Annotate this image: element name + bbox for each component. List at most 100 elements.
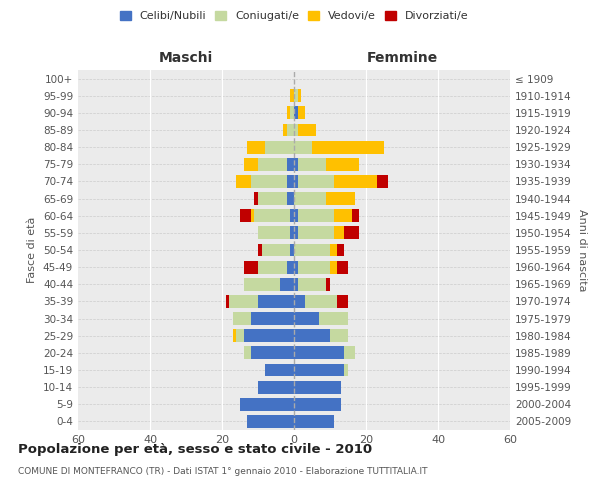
Bar (326, 192, 355, 205)
Bar (337, 244, 344, 256)
Bar (294, 192, 326, 205)
Bar (377, 175, 388, 188)
Bar (240, 210, 251, 222)
Bar (294, 226, 298, 239)
Bar (294, 330, 330, 342)
Bar (265, 140, 294, 153)
Bar (244, 278, 280, 290)
Bar (287, 106, 290, 120)
Bar (344, 364, 348, 376)
Bar (344, 226, 359, 239)
Bar (326, 278, 330, 290)
Bar (258, 380, 294, 394)
Text: COMUNE DI MONTEFRANCO (TR) - Dati ISTAT 1° gennaio 2010 - Elaborazione TUTTITALI: COMUNE DI MONTEFRANCO (TR) - Dati ISTAT … (18, 468, 427, 476)
Bar (294, 175, 298, 188)
Bar (294, 244, 330, 256)
Bar (254, 210, 290, 222)
Bar (294, 312, 319, 325)
Bar (247, 415, 294, 428)
Bar (244, 330, 294, 342)
Bar (229, 295, 258, 308)
Bar (298, 210, 334, 222)
Bar (294, 140, 312, 153)
Bar (240, 398, 294, 410)
Bar (290, 106, 294, 120)
Bar (287, 192, 294, 205)
Bar (287, 260, 294, 274)
Bar (294, 364, 344, 376)
Bar (337, 295, 348, 308)
Bar (298, 158, 326, 170)
Y-axis label: Anni di nascita: Anni di nascita (577, 209, 587, 291)
Bar (283, 124, 287, 136)
Bar (298, 124, 316, 136)
Bar (319, 312, 348, 325)
Bar (326, 158, 359, 170)
Bar (334, 175, 377, 188)
Bar (312, 140, 384, 153)
Y-axis label: Fasce di età: Fasce di età (28, 217, 37, 283)
Bar (337, 260, 348, 274)
Bar (254, 192, 258, 205)
Bar (330, 244, 337, 256)
Bar (244, 346, 251, 360)
Bar (265, 364, 294, 376)
Legend: Celibi/Nubili, Coniugati/e, Vedovi/e, Divorziati/e: Celibi/Nubili, Coniugati/e, Vedovi/e, Di… (119, 10, 469, 21)
Bar (294, 158, 298, 170)
Bar (298, 260, 330, 274)
Bar (226, 295, 229, 308)
Bar (287, 158, 294, 170)
Bar (287, 175, 294, 188)
Bar (287, 124, 294, 136)
Bar (294, 124, 298, 136)
Bar (258, 226, 290, 239)
Bar (298, 226, 334, 239)
Bar (294, 346, 344, 360)
Bar (330, 330, 348, 342)
Bar (258, 295, 294, 308)
Bar (290, 226, 294, 239)
Bar (305, 295, 337, 308)
Bar (258, 192, 287, 205)
Bar (244, 260, 258, 274)
Text: Maschi: Maschi (159, 51, 213, 65)
Text: Femmine: Femmine (367, 51, 437, 65)
Bar (251, 312, 294, 325)
Bar (290, 210, 294, 222)
Bar (258, 244, 262, 256)
Bar (334, 210, 352, 222)
Bar (247, 140, 265, 153)
Bar (344, 346, 355, 360)
Bar (251, 210, 254, 222)
Bar (298, 106, 305, 120)
Bar (236, 330, 244, 342)
Bar (294, 260, 298, 274)
Bar (294, 398, 341, 410)
Bar (290, 90, 294, 102)
Bar (298, 90, 301, 102)
Bar (290, 244, 294, 256)
Bar (298, 278, 326, 290)
Bar (244, 158, 258, 170)
Text: Popolazione per età, sesso e stato civile - 2010: Popolazione per età, sesso e stato civil… (18, 442, 372, 456)
Bar (236, 175, 251, 188)
Bar (258, 260, 287, 274)
Bar (294, 90, 298, 102)
Bar (334, 226, 344, 239)
Bar (251, 175, 287, 188)
Bar (294, 210, 298, 222)
Bar (294, 106, 298, 120)
Bar (294, 278, 298, 290)
Bar (280, 278, 294, 290)
Bar (233, 312, 251, 325)
Bar (262, 244, 290, 256)
Bar (330, 260, 337, 274)
Bar (294, 295, 305, 308)
Bar (352, 210, 359, 222)
Bar (294, 380, 341, 394)
Bar (298, 175, 334, 188)
Bar (233, 330, 236, 342)
Bar (294, 415, 334, 428)
Bar (251, 346, 294, 360)
Bar (258, 158, 287, 170)
